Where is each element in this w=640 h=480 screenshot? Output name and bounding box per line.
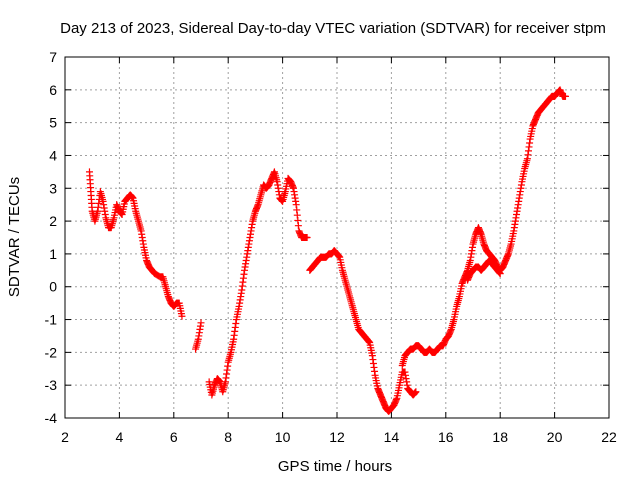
data-point bbox=[197, 319, 205, 327]
chart-title: Day 213 of 2023, Sidereal Day-to-day VTE… bbox=[60, 20, 606, 37]
x-tick-label: 4 bbox=[116, 429, 124, 445]
data-points bbox=[85, 86, 569, 415]
x-tick-label: 10 bbox=[275, 429, 291, 445]
y-tick-label: 2 bbox=[49, 213, 57, 229]
y-tick-label: 5 bbox=[49, 115, 57, 131]
grid bbox=[65, 57, 609, 418]
data-point bbox=[412, 388, 420, 396]
x-tick-label: 6 bbox=[170, 429, 178, 445]
x-tick-label: 16 bbox=[438, 429, 454, 445]
y-tick-label: 7 bbox=[49, 49, 57, 65]
x-tick-label: 20 bbox=[547, 429, 563, 445]
data-point bbox=[178, 312, 186, 320]
x-tick-labels: 2 4 6 8 10 12 14 16 18 20 22 bbox=[61, 429, 617, 445]
x-tick-label: 12 bbox=[329, 429, 345, 445]
y-tick-label: 4 bbox=[49, 147, 57, 163]
y-tick-label: 3 bbox=[49, 180, 57, 196]
x-tick-label: 18 bbox=[492, 429, 508, 445]
y-tick-label: -1 bbox=[45, 312, 58, 328]
data-point bbox=[561, 92, 569, 100]
x-axis-label: GPS time / hours bbox=[278, 458, 392, 475]
y-tick-label: 0 bbox=[49, 279, 57, 295]
y-tick-label: 6 bbox=[49, 82, 57, 98]
y-tick-label: -4 bbox=[45, 410, 58, 426]
x-tick-label: 22 bbox=[601, 429, 617, 445]
y-tick-label: -3 bbox=[45, 377, 58, 393]
data-point bbox=[303, 234, 311, 241]
y-tick-label: 1 bbox=[49, 246, 57, 262]
plot-border bbox=[64, 56, 610, 419]
x-tick-label: 8 bbox=[224, 429, 232, 445]
data-point bbox=[496, 270, 504, 278]
x-tick-label: 14 bbox=[384, 429, 400, 445]
y-tick-labels: -4 -3 -2 -1 0 1 2 3 4 5 6 7 bbox=[45, 49, 58, 426]
y-axis-label: SDTVAR / TECUs bbox=[6, 177, 23, 297]
y-tick-label: -2 bbox=[45, 344, 58, 360]
x-tick-label: 2 bbox=[61, 429, 69, 445]
